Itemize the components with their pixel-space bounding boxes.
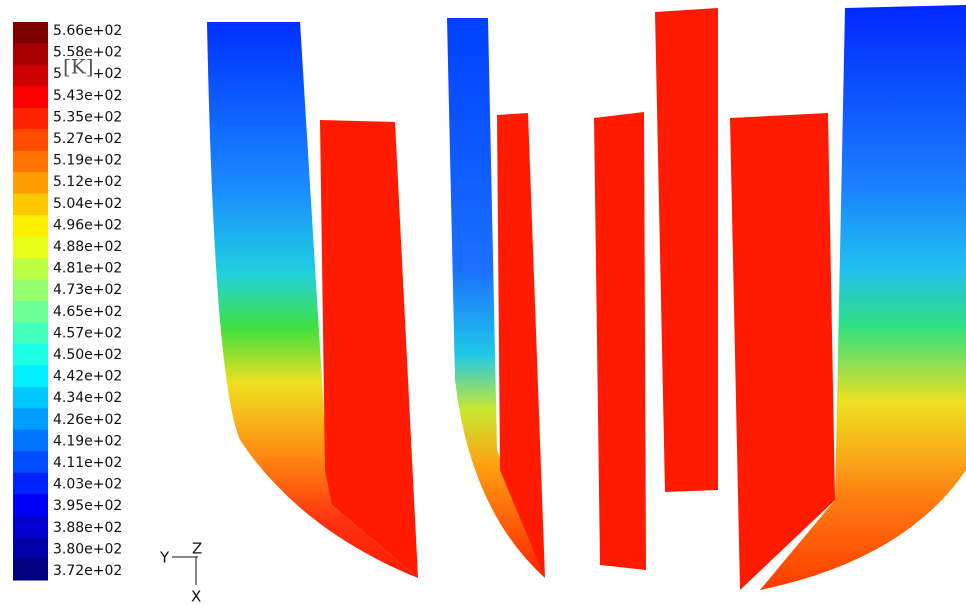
colorbar-band bbox=[13, 129, 48, 152]
colorbar: 5.66e+025.58e+025.50e+025.43e+025.35e+02… bbox=[13, 22, 122, 581]
colorbar-label: 4.03e+02 bbox=[53, 477, 122, 493]
colorbar-band bbox=[13, 301, 48, 323]
colorbar-label: 4.57e+02 bbox=[53, 325, 122, 341]
colorbar-label: 3.72e+02 bbox=[53, 563, 122, 579]
colorbar-label: 5.43e+02 bbox=[53, 88, 122, 104]
colorbar-label: 4.34e+02 bbox=[53, 390, 122, 406]
colorbar-band bbox=[13, 322, 48, 345]
vessel-middle bbox=[447, 18, 545, 578]
colorbar-band bbox=[13, 558, 48, 581]
colorbar-label: 4.81e+02 bbox=[53, 261, 122, 277]
colorbar-band bbox=[13, 279, 48, 302]
colorbar-band bbox=[13, 386, 48, 409]
plate-tall bbox=[655, 8, 718, 492]
vessel-right bbox=[760, 5, 966, 590]
colorbar-band bbox=[13, 515, 48, 538]
colorbar-band bbox=[13, 64, 48, 87]
colorbar-band bbox=[13, 494, 48, 517]
colorbar-unit: [K] bbox=[63, 55, 94, 79]
colorbar-band bbox=[13, 343, 48, 366]
colorbar-band bbox=[13, 365, 48, 388]
colorbar-band bbox=[13, 172, 48, 195]
colorbar-label: 5.19e+02 bbox=[53, 153, 122, 169]
plate-middle-left bbox=[497, 113, 545, 578]
colorbar-band bbox=[13, 86, 48, 109]
colorbar-band bbox=[13, 537, 48, 560]
colorbar-band bbox=[13, 215, 48, 238]
colorbar-label: 4.26e+02 bbox=[53, 412, 122, 428]
colorbar-band bbox=[13, 472, 48, 495]
colorbar-band bbox=[13, 22, 48, 44]
colorbar-label: 5.35e+02 bbox=[53, 109, 122, 125]
unit-backdrop bbox=[62, 56, 92, 80]
colorbar-label: 4.19e+02 bbox=[53, 433, 122, 449]
plate-right bbox=[730, 113, 835, 590]
colorbar-band bbox=[13, 451, 48, 474]
plate-middle-right bbox=[594, 112, 646, 570]
colorbar-label: 5.66e+02 bbox=[53, 23, 122, 39]
axis-label: Y bbox=[159, 549, 170, 567]
colorbar-label: 4.65e+02 bbox=[53, 304, 122, 320]
colorbar-band bbox=[13, 193, 48, 216]
colorbar-band bbox=[13, 429, 48, 452]
plate-left bbox=[320, 120, 418, 578]
axis-label: Z bbox=[192, 540, 202, 558]
colorbar-band bbox=[13, 150, 48, 173]
colorbar-label: 5.27e+02 bbox=[53, 131, 122, 147]
colorbar-label: 4.88e+02 bbox=[53, 239, 122, 255]
colorbar-label: 4.50e+02 bbox=[53, 347, 122, 363]
colorbar-label: 3.95e+02 bbox=[53, 498, 122, 514]
colorbar-label: 4.96e+02 bbox=[53, 217, 122, 233]
colorbar-band bbox=[13, 258, 48, 281]
vessel-left bbox=[207, 22, 418, 578]
colorbar-label: 3.88e+02 bbox=[53, 520, 122, 536]
axis-label: X bbox=[191, 588, 201, 606]
colorbar-band bbox=[13, 107, 48, 130]
colorbar-band bbox=[13, 236, 48, 259]
colorbar-label: 4.42e+02 bbox=[53, 369, 122, 385]
colorbar-label: 4.11e+02 bbox=[53, 455, 122, 471]
axis-triad: Y Z X bbox=[159, 540, 202, 606]
colorbar-label: 4.73e+02 bbox=[53, 282, 122, 298]
colorbar-band bbox=[13, 43, 48, 66]
colorbar-label: 5.04e+02 bbox=[53, 196, 122, 212]
colorbar-label: 5.12e+02 bbox=[53, 174, 122, 190]
colorbar-band bbox=[13, 408, 48, 431]
colorbar-label: 3.80e+02 bbox=[53, 541, 122, 557]
